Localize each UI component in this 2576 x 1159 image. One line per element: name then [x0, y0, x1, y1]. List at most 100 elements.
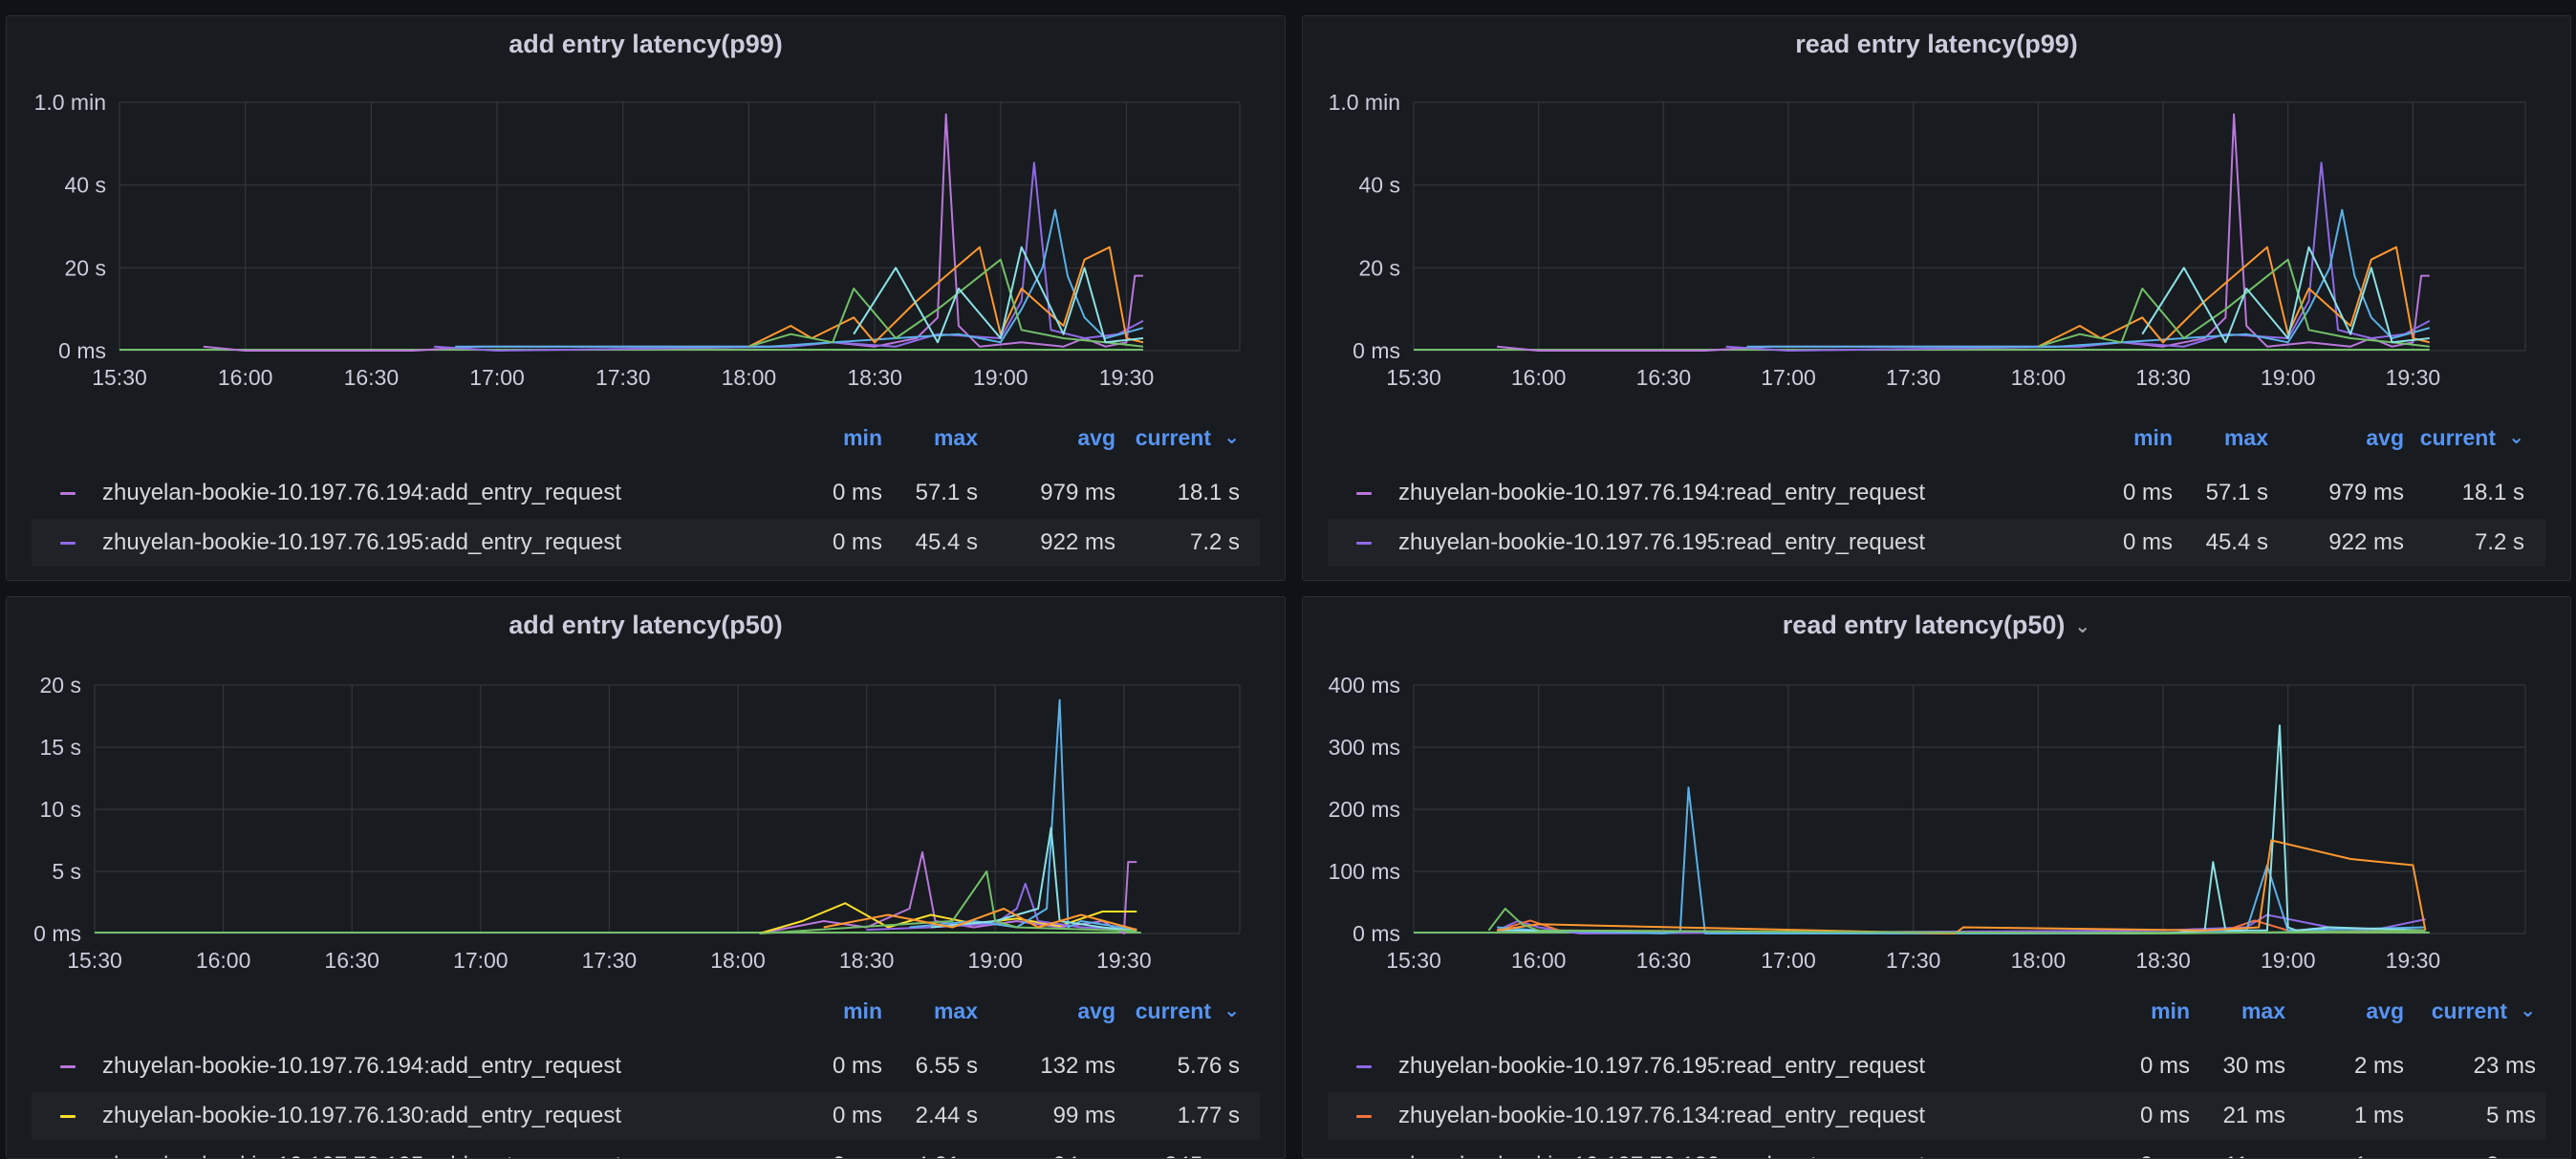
legend-value-current: 345 ms: [1164, 1142, 1240, 1158]
legend-value-min: 0 ms: [2139, 1053, 2190, 1079]
legend-sort-current[interactable]: current: [2419, 425, 2496, 450]
legend-value-current: 18.1 s: [2461, 480, 2524, 505]
series-line-5[interactable]: [2141, 246, 2430, 344]
legend-row[interactable]: zhuyelan-bookie-10.197.76.130:read_entry…: [1328, 1142, 2545, 1158]
series-line-3[interactable]: [1497, 724, 2426, 934]
legend-row[interactable]: zhuyelan-bookie-10.197.76.130:read_entry…: [1328, 569, 2545, 580]
legend-series-name[interactable]: zhuyelan-bookie-10.197.76.195:add_entry_…: [102, 529, 622, 555]
legend-row[interactable]: zhuyelan-bookie-10.197.76.130:add_entry_…: [32, 569, 1260, 580]
legend-sort-avg[interactable]: avg: [2366, 998, 2404, 1023]
series-line-5[interactable]: [853, 246, 1144, 344]
legend-series-name[interactable]: zhuyelan-bookie-10.197.76.194:read_entry…: [1398, 480, 1926, 505]
legend-series-name[interactable]: zhuyelan-bookie-10.197.76.130:add_entry_…: [102, 569, 621, 580]
legend-sort-avg[interactable]: avg: [1077, 998, 1115, 1023]
x-tick-label: 16:00: [1511, 948, 1567, 973]
legend-row[interactable]: zhuyelan-bookie-10.197.76.134:read_entry…: [1328, 1092, 2545, 1140]
legend-value-avg: 477 ms: [2328, 569, 2404, 580]
y-tick-label: 200 ms: [1329, 797, 1400, 822]
legend-sort-max[interactable]: max: [933, 998, 978, 1023]
x-tick-label: 18:00: [722, 365, 777, 390]
legend-series-name[interactable]: zhuyelan-bookie-10.197.76.130:read_entry…: [1398, 569, 1925, 580]
x-tick-label: 19:30: [1096, 948, 1152, 973]
legend-series-name[interactable]: zhuyelan-bookie-10.197.76.130:add_entry_…: [102, 1103, 622, 1128]
legend-series-name[interactable]: zhuyelan-bookie-10.197.76.134:read_entry…: [1398, 1103, 1926, 1128]
panel-title[interactable]: read entry latency(p99): [1303, 16, 2570, 72]
legend-series-name[interactable]: zhuyelan-bookie-10.197.76.195:read_entry…: [1398, 529, 1926, 555]
legend-series-name[interactable]: zhuyelan-bookie-10.197.76.195:add_entry_…: [102, 1142, 621, 1158]
legend-row[interactable]: zhuyelan-bookie-10.197.76.194:add_entry_…: [32, 1042, 1260, 1090]
legend-sort-avg[interactable]: avg: [1077, 425, 1115, 450]
legend-series-name[interactable]: zhuyelan-bookie-10.197.76.194:add_entry_…: [102, 480, 622, 505]
legend-value-min: 0 ms: [833, 1142, 882, 1158]
legend-value-max: 21 ms: [2222, 1103, 2285, 1128]
legend-value-current: 1.77 s: [1177, 1103, 1240, 1128]
legend-sort-min[interactable]: min: [2151, 998, 2190, 1023]
legend-header: min max avg current ⌄: [1303, 998, 2570, 1027]
panel-title[interactable]: add entry latency(p99): [7, 16, 1285, 72]
series-line-3[interactable]: [747, 246, 1144, 348]
x-tick-label: 17:30: [582, 948, 638, 973]
legend-value-avg: 2 ms: [2353, 1053, 2404, 1079]
series-line-0[interactable]: [1497, 113, 2430, 352]
legend-header: min max avg current ⌄: [1303, 425, 2570, 454]
legend-value-max: 16.2 s: [2206, 569, 2268, 580]
series-line-3[interactable]: [909, 698, 1137, 932]
series-line-6[interactable]: [823, 908, 1137, 932]
chart-plot: 0 ms 20 s 40 s 1.0 min 15:30 16:00 16:30 17:00 1…: [34, 90, 1241, 390]
legend-row[interactable]: zhuyelan-bookie-10.197.76.195:add_entry_…: [32, 1142, 1260, 1158]
legend-row[interactable]: zhuyelan-bookie-10.197.76.195:add_entry_…: [32, 519, 1260, 567]
chevron-down-icon[interactable]: ⌄: [1223, 1000, 1240, 1021]
series-line-0[interactable]: [203, 113, 1143, 352]
legend-row[interactable]: zhuyelan-bookie-10.197.76.195:read_entry…: [1328, 1042, 2545, 1090]
legend-sort-min[interactable]: min: [843, 425, 882, 450]
x-tick-label: 17:30: [1886, 365, 1941, 390]
chevron-down-icon[interactable]: ⌄: [2074, 615, 2091, 637]
y-tick-label: 15 s: [40, 735, 81, 760]
legend-sort-current[interactable]: current: [2431, 998, 2507, 1023]
legend-row[interactable]: zhuyelan-bookie-10.197.76.194:add_entry_…: [32, 469, 1260, 517]
legend-value-min: 0 ms: [2122, 529, 2173, 555]
x-tick-label: 17:00: [469, 365, 525, 390]
legend-row[interactable]: zhuyelan-bookie-10.197.76.194:read_entry…: [1328, 469, 2545, 517]
legend-sort-current[interactable]: current: [1135, 425, 1211, 450]
legend-value-min: 0 ms: [2139, 1103, 2190, 1128]
x-tick-label: 18:30: [839, 948, 895, 973]
y-tick-label: 0 ms: [1353, 921, 1400, 946]
series-line-4[interactable]: [1496, 839, 2427, 934]
legend-row[interactable]: zhuyelan-bookie-10.197.76.130:add_entry_…: [32, 1092, 1260, 1140]
panel-title-text: add entry latency(p50): [509, 611, 783, 639]
y-tick-label: 1.0 min: [1329, 90, 1400, 115]
chart-plot: 0 ms 20 s 40 s 1.0 min 15:30 16:00 16:30 17:00 1…: [1329, 90, 2526, 390]
legend-series-name[interactable]: zhuyelan-bookie-10.197.76.130:read_entry…: [1398, 1142, 1925, 1158]
legend-series-name[interactable]: zhuyelan-bookie-10.197.76.194:add_entry_…: [102, 1053, 622, 1079]
panel-title[interactable]: add entry latency(p50): [7, 597, 1285, 653]
x-tick-label: 18:00: [2011, 948, 2067, 973]
series-line-1[interactable]: [434, 161, 1144, 352]
legend-sort-max[interactable]: max: [2240, 998, 2285, 1023]
series-line-5[interactable]: [759, 870, 1137, 934]
x-tick-label: 19:00: [2261, 948, 2316, 973]
series-line-4[interactable]: [2038, 258, 2430, 348]
legend-value-current: 5.5 s: [2475, 569, 2524, 580]
chevron-down-icon[interactable]: ⌄: [2508, 427, 2524, 448]
legend-sort-min[interactable]: min: [2133, 425, 2173, 450]
legend-value-avg: 99 ms: [1052, 1103, 1115, 1128]
legend-sort-avg[interactable]: avg: [2366, 425, 2404, 450]
series-line-3[interactable]: [2037, 246, 2431, 348]
series-line-2[interactable]: [1497, 786, 2426, 934]
legend-row[interactable]: zhuyelan-bookie-10.197.76.195:read_entry…: [1328, 519, 2545, 567]
legend-series-name[interactable]: zhuyelan-bookie-10.197.76.195:read_entry…: [1398, 1053, 1926, 1079]
x-tick-label: 18:30: [2135, 948, 2191, 973]
legend-sort-max[interactable]: max: [2223, 425, 2268, 450]
legend-sort-min[interactable]: min: [843, 998, 882, 1023]
series-line-4[interactable]: [748, 258, 1144, 348]
chevron-down-icon[interactable]: ⌄: [2520, 1000, 2536, 1021]
panel-title-text: read entry latency(p50): [1782, 611, 2066, 639]
legend-sort-current[interactable]: current: [1135, 998, 1211, 1023]
legend-sort-max[interactable]: max: [933, 425, 978, 450]
series-line-1[interactable]: [1725, 161, 2431, 352]
series-line-5[interactable]: [1487, 908, 2426, 934]
chevron-down-icon[interactable]: ⌄: [1223, 427, 1240, 448]
panel-title[interactable]: read entry latency(p50) ⌄: [1303, 597, 2570, 653]
series-line-1[interactable]: [759, 902, 1137, 934]
